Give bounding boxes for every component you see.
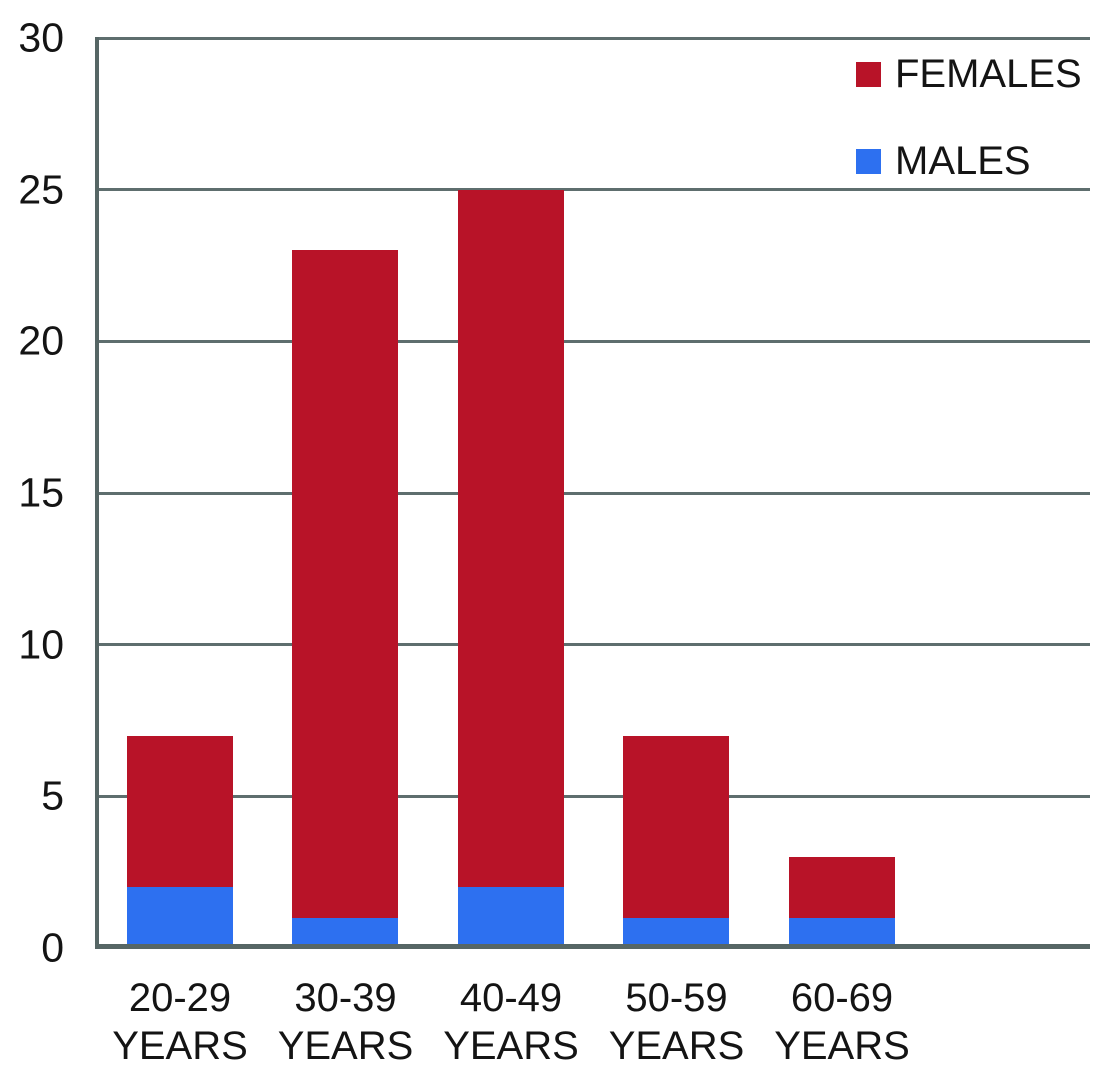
x-axis-line — [95, 944, 1090, 949]
legend-swatch-females-icon — [856, 61, 881, 87]
y-tick-label: 10 — [18, 621, 64, 668]
legend-swatch-males-icon — [856, 148, 881, 174]
legend-item-females: FEMALES — [856, 54, 1082, 94]
legend: FEMALES MALES — [856, 54, 1082, 181]
x-label-range: 60-69 — [790, 976, 894, 1020]
bar-segment-females-60-69 — [788, 857, 895, 918]
bar-40-49 — [457, 189, 564, 948]
bar-segment-females-50-59 — [623, 735, 730, 918]
x-label-unit: YEARS — [112, 1024, 248, 1068]
y-tick-label: 5 — [41, 772, 64, 819]
x-label-unit: YEARS — [277, 1024, 414, 1068]
x-label-unit: YEARS — [608, 1024, 745, 1068]
legend-item-males: MALES — [856, 141, 1082, 181]
legend-label: MALES — [895, 139, 1031, 183]
bar-60-69 — [788, 857, 895, 948]
gridline-15 — [97, 491, 1090, 495]
x-label-range: 40-49 — [459, 976, 563, 1020]
x-label-range: 30-39 — [294, 976, 397, 1020]
x-label-unit: YEARS — [443, 1024, 579, 1068]
y-tick-label: 20 — [18, 317, 64, 364]
x-label-range: 20-29 — [128, 976, 232, 1020]
bar-segment-males-50-59 — [623, 917, 730, 948]
x-label-unit: YEARS — [774, 1024, 910, 1068]
gridline-20 — [97, 339, 1090, 343]
y-axis-line — [95, 37, 99, 948]
x-category-label: 50-59 YEARS — [594, 974, 760, 1070]
gridline-30 — [97, 36, 1090, 40]
y-tick-label: 0 — [41, 924, 64, 971]
y-tick-label: 15 — [18, 469, 64, 516]
x-category-label: 20-29 YEARS — [97, 974, 263, 1070]
y-tick-label: 25 — [18, 166, 64, 213]
bar-20-29 — [126, 735, 233, 948]
x-category-label: 30-39 YEARS — [263, 974, 429, 1070]
x-label-range: 50-59 — [625, 976, 728, 1020]
x-category-label: 40-49 YEARS — [428, 974, 594, 1070]
bar-30-39 — [292, 250, 399, 948]
gridline-10 — [97, 643, 1090, 647]
bar-segment-females-30-39 — [292, 250, 399, 918]
bar-segment-males-20-29 — [126, 887, 233, 948]
y-tick-label: 30 — [18, 14, 64, 61]
x-category-label: 60-69 YEARS — [759, 974, 925, 1070]
gridline-25 — [97, 188, 1090, 192]
gridline-5 — [97, 794, 1090, 798]
bar-segment-females-20-29 — [126, 735, 233, 888]
bar-segment-males-60-69 — [788, 917, 895, 948]
bar-segment-females-40-49 — [457, 189, 564, 888]
bar-segment-males-30-39 — [292, 917, 399, 948]
legend-label: FEMALES — [895, 52, 1082, 96]
bar-50-59 — [623, 735, 730, 948]
bar-segment-males-40-49 — [457, 887, 564, 948]
plot-area — [97, 36, 1090, 948]
